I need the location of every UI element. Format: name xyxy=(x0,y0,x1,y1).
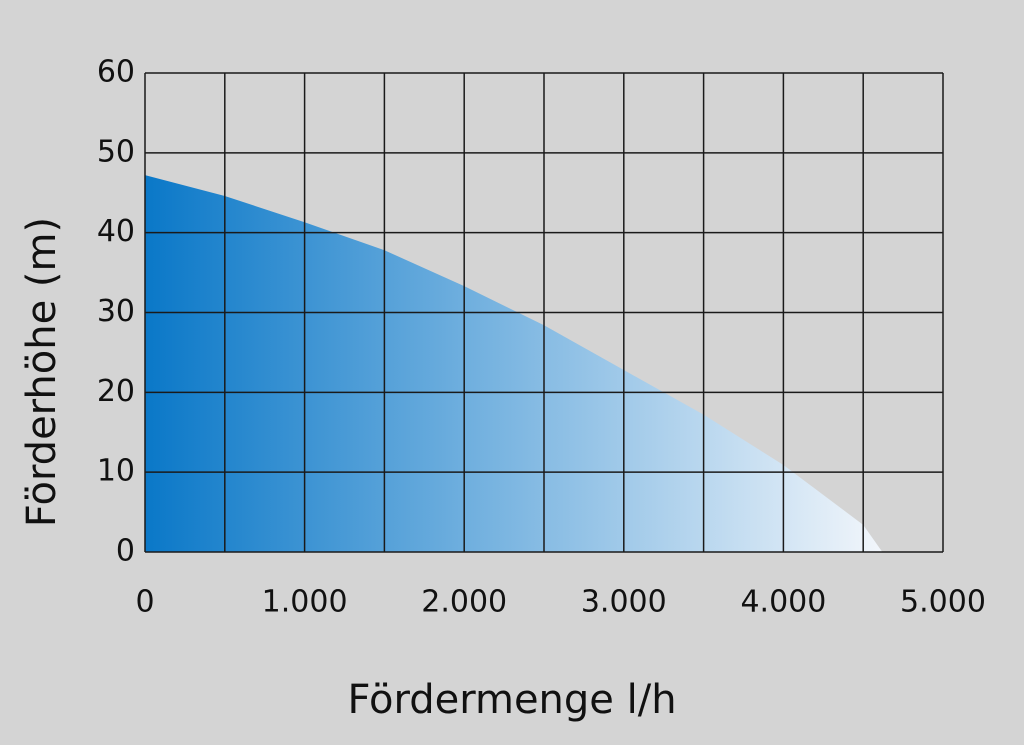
y-tick-label: 30 xyxy=(97,294,135,329)
y-tick-label: 50 xyxy=(97,134,135,169)
x-tick-label: 4.000 xyxy=(740,585,826,620)
x-axis-title: Fördermenge l/h xyxy=(347,677,676,723)
y-tick-label: 40 xyxy=(97,214,135,249)
x-tick-label: 5.000 xyxy=(900,585,986,620)
y-tick-label: 20 xyxy=(97,374,135,409)
y-tick-label: 10 xyxy=(97,454,135,489)
x-tick-label: 2.000 xyxy=(421,585,507,620)
x-tick-label: 0 xyxy=(135,585,154,620)
y-tick-label: 0 xyxy=(116,534,135,569)
y-axis-title: Förderhöhe (m) xyxy=(19,217,65,527)
x-tick-label: 1.000 xyxy=(262,585,348,620)
x-tick-label: 3.000 xyxy=(581,585,667,620)
area xyxy=(145,175,883,553)
y-tick-label: 60 xyxy=(97,55,135,90)
